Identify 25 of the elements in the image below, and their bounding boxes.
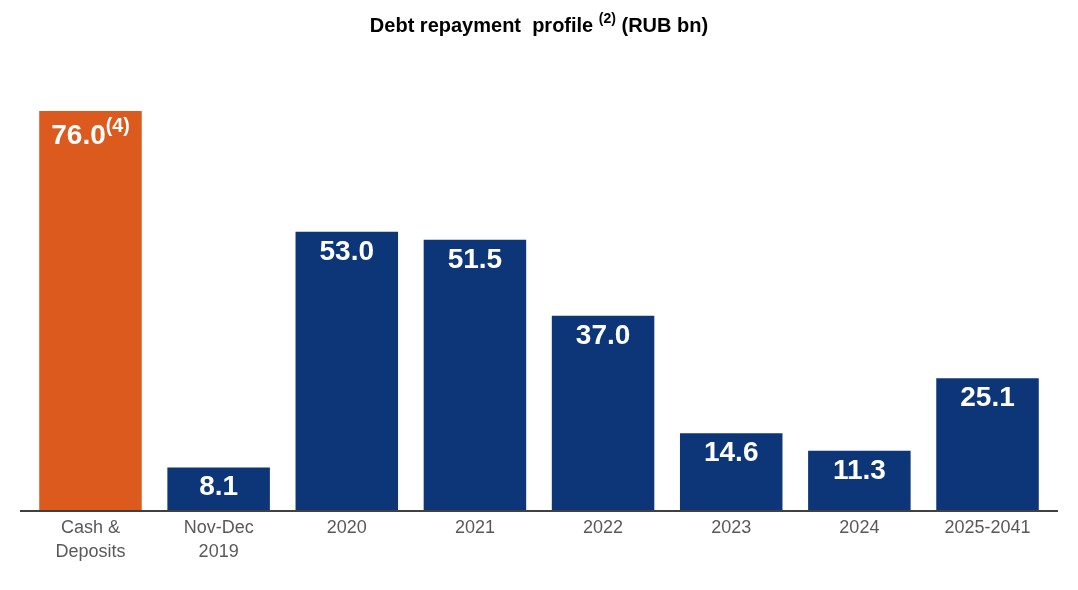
x-tick-label: 2021 xyxy=(454,517,495,538)
x-tick-label: 2020 xyxy=(326,517,367,538)
data-label: 53.0 xyxy=(319,234,375,266)
data-label: 8.1 xyxy=(199,470,239,502)
bar xyxy=(295,231,399,510)
x-tick-label: Cash & Deposits xyxy=(55,517,126,561)
data-label: 37.0 xyxy=(575,318,631,350)
x-tick-label: 2024 xyxy=(839,517,880,538)
x-tick-label: 2023 xyxy=(711,517,752,538)
data-label: 25.1 xyxy=(960,381,1015,413)
bar xyxy=(167,467,270,510)
bar xyxy=(551,315,655,510)
bar xyxy=(808,450,911,510)
x-tick-label: 2022 xyxy=(583,517,624,538)
data-label: 11.3 xyxy=(832,453,886,485)
bar xyxy=(39,111,142,510)
bar xyxy=(423,239,527,510)
data-label: 51.5 xyxy=(447,242,503,274)
chart-title: Debt repayment profile $^{(2)}$ (RUB bn) xyxy=(369,10,709,36)
data-label: 76.0$^{(4)}$ xyxy=(51,114,130,150)
bar xyxy=(936,378,1039,510)
x-tick-label: Nov-Dec 2019 xyxy=(183,517,254,561)
x-tick-label: 2025-2041 xyxy=(944,517,1031,538)
data-label: 14.6 xyxy=(703,436,759,468)
bar xyxy=(679,433,783,510)
